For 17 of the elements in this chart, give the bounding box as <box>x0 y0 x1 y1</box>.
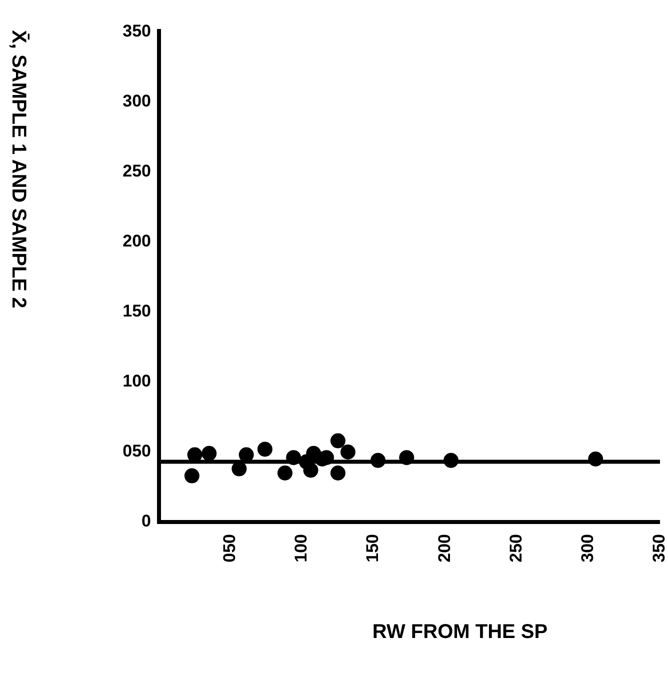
y-tick-label: 250 <box>122 161 151 180</box>
y-axis-title: X̄, SAMPLE 1 AND SAMPLE 2 <box>8 30 30 308</box>
x-axis-title: RW FROM THE SP <box>372 621 548 643</box>
x-tick-label: 350 <box>649 534 668 562</box>
y-tick-label: 150 <box>122 301 151 320</box>
x-tick-label: 300 <box>578 534 597 562</box>
y-tick-label: 300 <box>122 91 151 110</box>
y-tick-label: 200 <box>122 231 151 250</box>
x-tick-label: 200 <box>434 534 454 562</box>
y-tick-label: 0 <box>142 511 151 530</box>
y-tick-label: 100 <box>122 371 151 390</box>
x-tick-label: 150 <box>363 534 382 562</box>
x-tick-label: 250 <box>506 534 526 562</box>
y-tick-label: 050 <box>122 441 151 460</box>
x-tick-label: 050 <box>220 534 240 562</box>
y-tick-label: 350 <box>122 21 151 40</box>
x-tick-label: 100 <box>292 534 311 562</box>
